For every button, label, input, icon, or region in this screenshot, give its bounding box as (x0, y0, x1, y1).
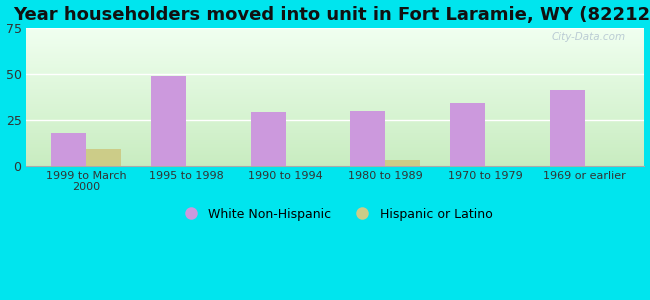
Bar (51, 133, 86, 166)
Bar (550, 90, 584, 166)
Bar (86, 149, 121, 166)
Bar (151, 76, 186, 166)
Bar (450, 103, 485, 166)
Title: Year householders moved into unit in Fort Laramie, WY (82212): Year householders moved into unit in For… (13, 6, 650, 24)
Bar (350, 111, 385, 166)
Bar (251, 112, 285, 166)
Text: City-Data.com: City-Data.com (552, 32, 626, 42)
Bar (385, 160, 420, 166)
Legend: White Non-Hispanic, Hispanic or Latino: White Non-Hispanic, Hispanic or Latino (173, 203, 498, 226)
